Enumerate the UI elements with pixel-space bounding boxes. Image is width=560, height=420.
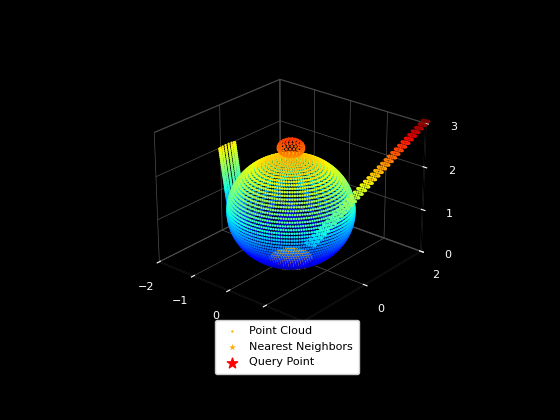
Legend: Point Cloud, Nearest Neighbors, Query Point: Point Cloud, Nearest Neighbors, Query Po… <box>214 320 360 374</box>
